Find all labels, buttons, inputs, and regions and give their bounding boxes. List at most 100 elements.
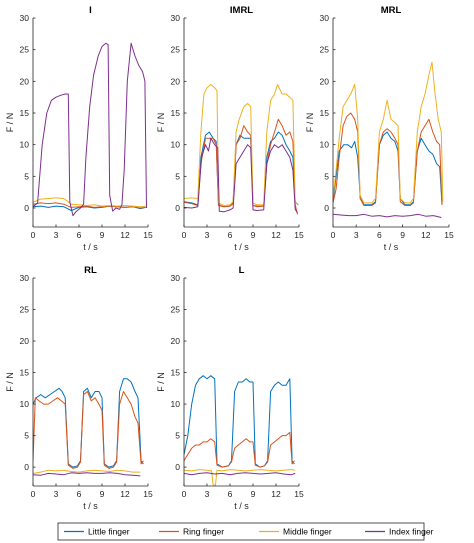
legend-box — [57, 522, 425, 541]
y-tick-label: 30 — [20, 273, 30, 283]
series-line-middle — [184, 84, 299, 206]
x-axis-label: t / s — [234, 501, 249, 511]
plot-area — [33, 18, 148, 227]
x-tick-label: 15 — [444, 230, 454, 240]
subplot-title: MRL — [381, 5, 402, 16]
x-tick-label: 12 — [120, 230, 130, 240]
series-group — [33, 42, 147, 217]
subplot-title: L — [239, 265, 245, 276]
y-tick-label: 25 — [320, 45, 330, 55]
x-tick-label: 15 — [143, 230, 153, 240]
series-line-index — [333, 213, 442, 218]
y-tick-label: 20 — [171, 336, 181, 346]
subplot-title: RL — [84, 265, 97, 276]
y-tick-label: 0 — [175, 203, 180, 213]
x-tick-label: 6 — [77, 230, 82, 240]
subplot-i: 0 3 6 9 12 15 0 5 10 15 20 25 30 It / s F / N — [5, 5, 153, 252]
x-tick-label: 0 — [182, 230, 187, 240]
series-line-ring — [184, 118, 298, 215]
x-tick-label: 12 — [120, 489, 130, 499]
x-tick-label: 0 — [331, 230, 336, 240]
x-tick-label: 6 — [228, 489, 233, 499]
subplot-rl: 0 3 6 9 12 15 0 5 10 15 20 25 30 RL t / s F / N — [5, 265, 153, 511]
y-axis-label: F / N — [5, 113, 15, 133]
x-tick-label: 3 — [354, 230, 359, 240]
y-tick-label: 5 — [24, 171, 29, 181]
y-tick-label: 20 — [171, 76, 181, 86]
series-group — [184, 375, 296, 486]
series-line-ring — [184, 431, 295, 468]
y-tick-label: 0 — [24, 462, 29, 472]
y-tick-label: 0 — [175, 462, 180, 472]
x-tick-label: 3 — [205, 230, 210, 240]
x-tick-label: 6 — [377, 230, 382, 240]
y-tick-label: 10 — [320, 140, 330, 150]
y-tick-label: 30 — [171, 273, 181, 283]
x-tick-label: 3 — [54, 230, 59, 240]
series-line-little — [184, 375, 295, 468]
subplot-l: 0 3 6 9 12 15 0 5 10 15 20 25 30 Lt / s F / N — [156, 265, 304, 511]
x-tick-label: 9 — [400, 230, 405, 240]
y-tick-label: 30 — [20, 13, 30, 23]
subplot-title: I — [89, 5, 92, 16]
series-line-index — [184, 472, 296, 476]
x-tick-label: 12 — [421, 230, 431, 240]
x-tick-label: 0 — [182, 489, 187, 499]
y-tick-label: 5 — [24, 431, 29, 441]
y-tick-label: 15 — [320, 108, 330, 118]
legend-item-ring: Ring finger — [159, 527, 224, 537]
x-tick-label: 9 — [100, 489, 105, 499]
y-axis-label: F / N — [156, 113, 166, 133]
y-tick-label: 25 — [20, 45, 30, 55]
x-tick-label: 0 — [31, 230, 36, 240]
x-axis-label: t / s — [83, 501, 98, 511]
plot-area — [333, 18, 449, 227]
series-line-ring — [33, 202, 146, 209]
y-tick-label: 0 — [324, 203, 329, 213]
plot-area — [33, 278, 148, 486]
series-group — [184, 84, 299, 215]
x-tick-label: 12 — [271, 489, 281, 499]
series-line-index — [33, 472, 141, 477]
y-tick-label: 25 — [171, 45, 181, 55]
y-tick-label: 10 — [171, 140, 181, 150]
y-tick-label: 20 — [20, 336, 30, 346]
legend: Little finger Ring finger Middle finger Ind… — [57, 522, 434, 541]
y-axis-label: F / N — [156, 372, 166, 392]
y-tick-label: 20 — [320, 76, 330, 86]
x-tick-label: 12 — [271, 230, 281, 240]
x-tick-label: 15 — [143, 489, 153, 499]
y-tick-label: 0 — [24, 203, 29, 213]
series-line-little — [33, 378, 144, 468]
y-tick-label: 15 — [171, 108, 181, 118]
legend-label: Ring finger — [183, 527, 224, 537]
legend-label: Little finger — [88, 527, 130, 537]
series-line-ring — [33, 391, 144, 469]
legend-item-middle: Middle finger — [259, 527, 332, 537]
series-line-middle — [333, 61, 444, 204]
x-axis-label: t / s — [83, 242, 98, 252]
series-line-little — [333, 131, 443, 206]
y-tick-label: 15 — [20, 368, 30, 378]
x-tick-label: 3 — [205, 489, 210, 499]
y-tick-label: 15 — [20, 108, 30, 118]
series-group — [333, 61, 444, 218]
y-tick-label: 15 — [171, 368, 181, 378]
series-line-index — [33, 42, 147, 217]
x-tick-label: 15 — [294, 489, 304, 499]
subplot-title: IMRL — [230, 5, 253, 16]
x-axis-label: t / s — [384, 242, 399, 252]
x-tick-label: 3 — [54, 489, 59, 499]
series-line-index — [184, 137, 298, 214]
x-tick-label: 15 — [294, 230, 304, 240]
x-tick-label: 6 — [77, 489, 82, 499]
series-line-middle — [184, 469, 296, 486]
legend-item-index: Index finger — [365, 527, 434, 537]
legend-items: Little finger Ring finger Middle finger Ind… — [64, 527, 434, 537]
y-tick-label: 10 — [20, 399, 30, 409]
y-tick-label: 30 — [320, 13, 330, 23]
x-tick-label: 0 — [31, 489, 36, 499]
series-line-middle — [33, 469, 141, 474]
